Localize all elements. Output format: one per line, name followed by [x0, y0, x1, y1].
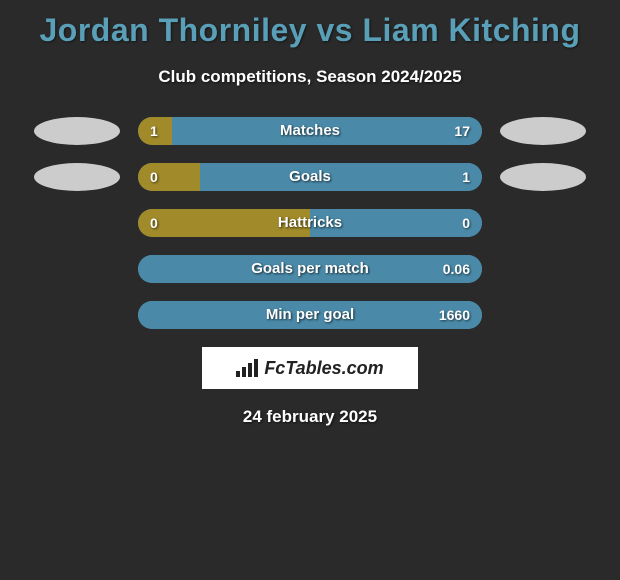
stat-bar: 0 0 Hattricks	[138, 209, 482, 237]
stat-bar: 1660 Min per goal	[138, 301, 482, 329]
stat-label: Goals per match	[251, 255, 369, 283]
brand-text: FcTables.com	[264, 358, 383, 379]
stat-row: 1660 Min per goal	[0, 301, 620, 329]
stat-right-value: 0.06	[443, 255, 470, 283]
stat-row: 0.06 Goals per match	[0, 255, 620, 283]
subtitle: Club competitions, Season 2024/2025	[0, 67, 620, 87]
stat-row: 1 17 Matches	[0, 117, 620, 145]
stat-row: 0 0 Hattricks	[0, 209, 620, 237]
stat-bar: 1 17 Matches	[138, 117, 482, 145]
stat-label: Goals	[289, 163, 331, 191]
stat-right-value: 1660	[439, 301, 470, 329]
stat-right-value: 17	[454, 117, 470, 145]
player-left-badge	[34, 163, 120, 191]
player-left-badge	[34, 117, 120, 145]
stat-bar-right-fill	[200, 163, 482, 191]
stat-left-value: 0	[150, 209, 158, 237]
stat-label: Matches	[280, 117, 340, 145]
chart-icon	[236, 359, 258, 377]
stat-bar: 0.06 Goals per match	[138, 255, 482, 283]
stat-left-value: 1	[150, 117, 158, 145]
stat-row: 0 1 Goals	[0, 163, 620, 191]
stat-bar-left-fill	[138, 163, 200, 191]
stat-label: Hattricks	[278, 209, 342, 237]
stats-comparison-list: 1 17 Matches 0 1 Goals 0 0 Hattricks 0.06 Goals pe…	[0, 117, 620, 329]
brand-logo: FcTables.com	[202, 347, 418, 389]
stat-label: Min per goal	[266, 301, 354, 329]
stat-left-value: 0	[150, 163, 158, 191]
stat-right-value: 0	[462, 209, 470, 237]
stat-right-value: 1	[462, 163, 470, 191]
player-right-badge	[500, 163, 586, 191]
stat-bar: 0 1 Goals	[138, 163, 482, 191]
footer-date: 24 february 2025	[0, 407, 620, 427]
page-title: Jordan Thorniley vs Liam Kitching	[0, 0, 620, 49]
player-right-badge	[500, 117, 586, 145]
